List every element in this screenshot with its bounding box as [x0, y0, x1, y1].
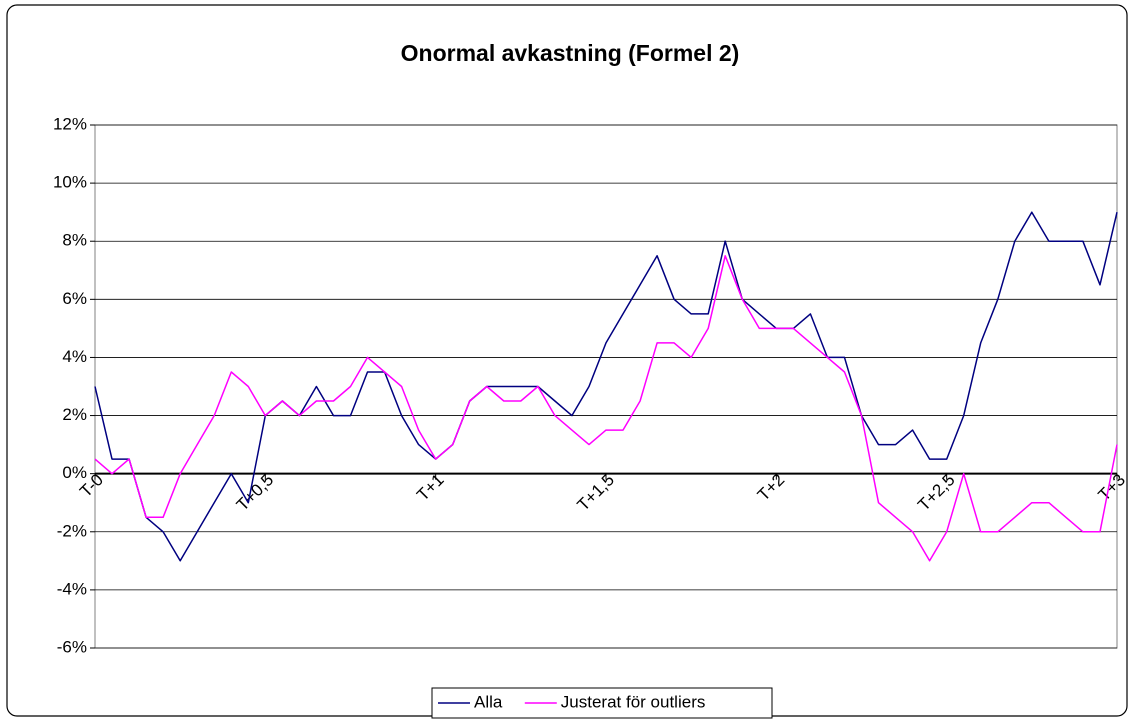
- y-tick-label: 2%: [62, 405, 87, 424]
- y-tick-label: 6%: [62, 289, 87, 308]
- legend-box: [431, 687, 773, 719]
- y-tick-label: -2%: [57, 521, 87, 540]
- legend-label: Alla: [474, 692, 503, 711]
- y-tick-label: -4%: [57, 579, 87, 598]
- series-line: [94, 255, 1118, 562]
- legend-label: Justerat för outliers: [561, 692, 706, 711]
- y-tick-label: -6%: [57, 637, 87, 656]
- y-tick-label: 8%: [62, 231, 87, 250]
- y-tick-label: 4%: [62, 347, 87, 366]
- y-tick-label: 12%: [53, 114, 87, 133]
- plot-area: [94, 124, 1118, 649]
- y-tick-label: 0%: [62, 463, 87, 482]
- y-tick-label: 10%: [53, 173, 87, 192]
- chart-title: Onormal avkastning (Formel 2): [401, 40, 740, 66]
